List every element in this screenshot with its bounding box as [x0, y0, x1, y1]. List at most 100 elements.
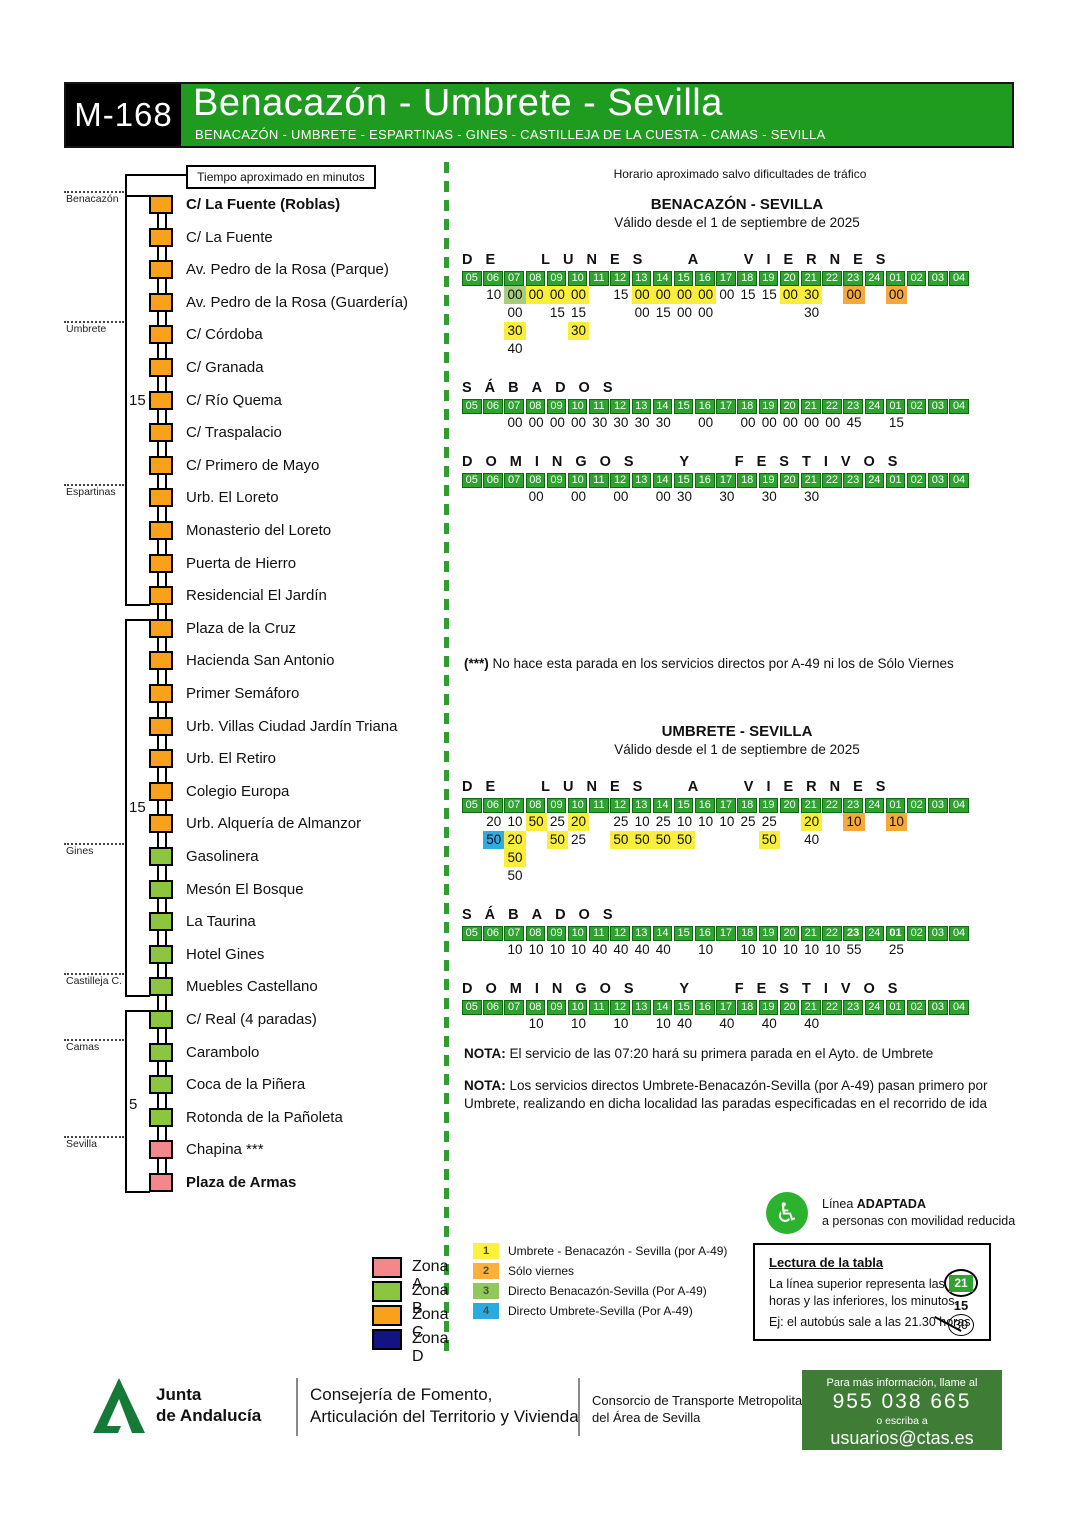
minute-cell: 10 [528, 942, 544, 957]
minute-cell: 10 [549, 942, 565, 957]
hour-cell: 08 [525, 271, 546, 286]
minute-cell: 50 [483, 831, 505, 849]
lectura-example: 21 15 30 [941, 1269, 981, 1336]
minute-cell [547, 867, 568, 885]
minute-cell [822, 867, 843, 885]
stop-marker [149, 1042, 173, 1062]
minute-cell [526, 867, 547, 885]
route-subtitle: BENACAZÓN - UMBRETE - ESPARTINAS - GINES… [195, 127, 826, 142]
minute-cell: 15 [613, 287, 629, 302]
minute-cell: 00 [779, 286, 801, 304]
minute-cell: 00 [698, 415, 714, 430]
minute-cell [949, 340, 970, 358]
stop-label: Colegio Europa [186, 782, 290, 800]
municipality-label: Castilleja C. [66, 975, 123, 988]
minute-cell [462, 1015, 483, 1033]
minute-cell [865, 304, 886, 322]
stop-marker [149, 944, 173, 964]
minute-cell [632, 340, 653, 358]
minute-cell [589, 849, 610, 867]
minute-cell: 25 [761, 814, 777, 829]
hour-cell: 12 [610, 798, 630, 813]
hour-cell: 20 [779, 926, 800, 941]
minute-cell [907, 304, 928, 322]
travel-time-label: 15 [129, 391, 149, 409]
stop-marker [149, 455, 173, 475]
minute-cell [589, 1015, 610, 1033]
minute-cell [483, 322, 504, 340]
hour-cell: 07 [504, 399, 524, 414]
hour-cell: 22 [822, 798, 842, 813]
minute-cell: 55 [846, 942, 862, 957]
minute-cell [907, 813, 928, 831]
hour-cell: 21 [801, 399, 821, 414]
minute-cell [568, 867, 589, 885]
minute-cell [653, 849, 674, 867]
bracket-line [125, 618, 127, 998]
minute-cell [928, 322, 949, 340]
zone-color-swatch [372, 1329, 402, 1350]
minute-cell [589, 286, 610, 304]
minute-cell: 00 [528, 489, 544, 504]
minute-cell [907, 414, 928, 432]
contact-box: Para más información, llame al 955 038 6… [802, 1370, 1002, 1450]
minute-cell [843, 340, 864, 358]
example-minute-2-circled: 30 [948, 1314, 974, 1336]
minute-cell: 50 [525, 813, 547, 831]
minute-cell: 10 [843, 813, 865, 831]
minute-cell: 40 [676, 1016, 692, 1031]
hour-cell: 04 [949, 473, 969, 488]
minute-cell: 30 [592, 415, 608, 430]
minute-cell: 50 [504, 849, 526, 867]
minute-cell [526, 304, 547, 322]
minute-cell [949, 322, 970, 340]
minute-cell: 30 [613, 415, 629, 430]
minute-cell [822, 1015, 843, 1033]
minute-cell: 40 [655, 942, 671, 957]
hour-cell: 06 [483, 473, 503, 488]
hour-cell: 01 [885, 473, 906, 488]
line-code-badge: M-168 [66, 84, 181, 146]
minute-cell [610, 322, 631, 340]
bracket-line [125, 1010, 127, 1193]
footer-divider-2 [578, 1378, 580, 1436]
minute-cell [462, 941, 483, 959]
minute-cell [822, 286, 843, 304]
stop-marker [149, 749, 173, 769]
minute-cell [653, 322, 674, 340]
minute-cell: 10 [825, 942, 841, 957]
hour-cell: 12 [610, 271, 630, 286]
municipality-boundary-line [64, 1136, 124, 1139]
hour-cell: 15 [673, 399, 694, 414]
minute-cell [886, 340, 907, 358]
minute-cell [462, 831, 483, 849]
stop-marker [149, 488, 173, 508]
valid-from-note: Válido desde el 1 de septiembre de 2025 [614, 215, 860, 230]
minute-cell: 30 [655, 415, 671, 430]
stop-label: Coca de la Piñera [186, 1076, 306, 1094]
minute-cell [928, 414, 949, 432]
hours-row: 05 06 07 08 09 10 11 12 13 14 15 16 17 18 19 20 21 22 23 24… [462, 271, 1018, 286]
hour-cell: 08 [525, 399, 546, 414]
minute-cell [716, 414, 737, 432]
minute-cell [653, 867, 674, 885]
hour-cell: 21 [801, 926, 821, 941]
service-legend-label: Umbrete - Benacazón - Sevilla (por A-49) [508, 1244, 728, 1258]
hour-cell: 22 [822, 399, 842, 414]
hour-cell: 15 [673, 926, 694, 941]
hour-cell: 09 [546, 473, 567, 488]
stop-label: Gasolinera [186, 848, 259, 865]
minute-cell [716, 849, 737, 867]
minute-cell [865, 414, 886, 432]
minute-cell: 00 [571, 489, 587, 504]
municipality-label: Sevilla [66, 1138, 97, 1151]
hour-cell: 18 [737, 1000, 757, 1015]
valid-from-note: Válido desde el 1 de septiembre de 2025 [614, 742, 860, 757]
municipality-label: Espartinas [66, 486, 116, 499]
minute-cell: 10 [528, 1016, 544, 1031]
minute-cell [483, 941, 504, 959]
minute-cell [780, 322, 801, 340]
minute-cell [928, 1015, 949, 1033]
nota-text: Los servicios directos Umbrete-Benacazón… [464, 1078, 988, 1111]
minute-cell: 25 [613, 814, 629, 829]
